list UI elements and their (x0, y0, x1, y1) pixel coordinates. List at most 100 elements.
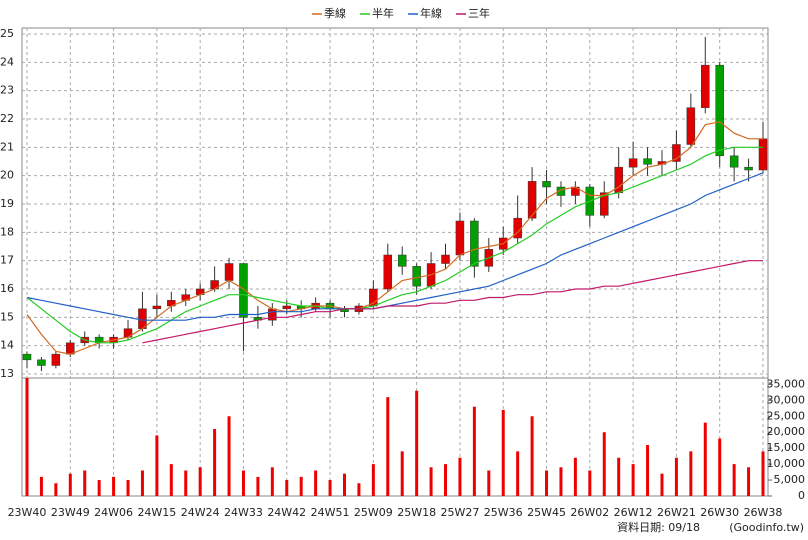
volume-bar (155, 435, 159, 496)
y-tick-label: 13 (0, 367, 14, 380)
y-tick-label: 24 (0, 55, 14, 68)
volume-bar (718, 438, 722, 496)
y-tick-label: 21 (0, 140, 14, 153)
candle-body (672, 144, 681, 162)
volume-bar (429, 467, 433, 496)
x-tick-label: 25W09 (354, 506, 393, 519)
volume-bar (39, 476, 43, 496)
volume-bar (545, 470, 549, 496)
volume-bar (97, 480, 101, 496)
volume-bar (25, 378, 29, 496)
candle-body (758, 138, 768, 171)
volume-bar (660, 473, 664, 496)
volume-bar (444, 464, 448, 496)
candle-body (455, 220, 465, 256)
candle-body (282, 305, 292, 310)
volume-bar (689, 451, 693, 496)
candle-body (628, 158, 638, 168)
x-tick-label: 25W36 (484, 506, 523, 519)
volume-bar (501, 409, 505, 496)
candle-body (556, 186, 566, 196)
volume-bar (357, 483, 361, 496)
volume-bar (573, 457, 577, 496)
volume-bar (140, 470, 144, 496)
candle-body (412, 266, 421, 287)
volume-bar (371, 464, 375, 496)
volume-bar (415, 390, 419, 496)
x-tick-label: 26W30 (700, 506, 739, 519)
x-tick-label: 26W12 (614, 506, 653, 519)
volume-bar (285, 480, 289, 496)
x-tick-label: 23W49 (51, 506, 90, 519)
volume-bar (487, 470, 491, 496)
x-tick-label: 24W51 (311, 506, 350, 519)
candle-body (239, 263, 248, 318)
x-tick-label: 25W18 (397, 506, 436, 519)
volume-bar (617, 457, 621, 496)
y-tick-label: 17 (0, 254, 14, 267)
x-tick-label: 25W27 (441, 506, 480, 519)
volume-bar (213, 429, 217, 496)
volume-bar (703, 422, 707, 496)
x-tick-label: 26W02 (570, 506, 609, 519)
volume-bar (270, 467, 274, 496)
volume-bar (314, 470, 318, 496)
y-tick-label: 20 (0, 169, 14, 182)
candle-body (152, 305, 162, 310)
y-tick-label: 22 (0, 112, 14, 125)
volume-bar (328, 480, 332, 496)
volume-bar (227, 416, 231, 496)
volume-tick-label: 10,000 (767, 457, 806, 470)
volume-bar (732, 464, 736, 496)
y-tick-label: 23 (0, 84, 14, 97)
volume-bar (588, 470, 592, 496)
ma-line (26, 121, 763, 355)
volume-bar (400, 451, 404, 496)
candle-body (701, 64, 710, 108)
x-tick-label: 24W06 (94, 506, 133, 519)
volume-bar (342, 473, 346, 496)
volume-tick-label: 20,000 (767, 425, 806, 438)
volume-bar (126, 480, 130, 496)
candle-body (600, 192, 609, 216)
candle-body (22, 353, 32, 361)
y-tick-label: 15 (0, 310, 14, 323)
volume-bar (83, 470, 87, 496)
volume-bar (68, 473, 72, 496)
volume-bar (198, 467, 202, 496)
volume-panel (21, 377, 769, 497)
legend-label: 季線 (324, 6, 346, 20)
volume-bar (747, 467, 751, 496)
volume-bar (54, 483, 58, 496)
volume-bar (472, 406, 476, 496)
candle-body (744, 166, 753, 171)
legend-label: 年線 (420, 6, 442, 20)
volume-tick-label: 35,000 (767, 377, 806, 390)
volume-bar (458, 457, 462, 496)
candle-body (138, 308, 147, 329)
x-tick-label: 25W45 (527, 506, 566, 519)
volume-bar (559, 467, 563, 496)
candle-body (224, 263, 234, 281)
candle-body (686, 107, 696, 145)
volume-bar (631, 464, 635, 496)
candle-body (383, 254, 393, 290)
candle-body (470, 220, 479, 267)
ma-line (26, 172, 764, 321)
candle-body (397, 254, 407, 267)
legend-label: 三年 (468, 6, 490, 20)
x-tick-label: 26W21 (657, 506, 696, 519)
x-tick-label: 26W38 (744, 506, 783, 519)
volume-bar (516, 451, 520, 496)
y-tick-label: 19 (0, 197, 14, 210)
price-panel (21, 27, 769, 379)
volume-bar (112, 476, 116, 496)
volume-bar (299, 476, 303, 496)
candle-body (441, 254, 450, 264)
ma-line (26, 146, 763, 344)
volume-bar (761, 451, 765, 496)
candle-body (643, 158, 652, 165)
x-tick-label: 24W42 (267, 506, 306, 519)
legend-label: 半年 (372, 6, 394, 20)
volume-tick-label: 0 (798, 489, 805, 502)
